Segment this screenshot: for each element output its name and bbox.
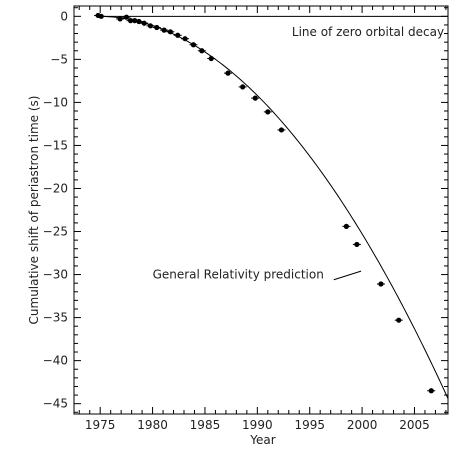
data-point [175, 32, 181, 38]
y-axis-ticks: 0 −5 −10 −15 −20 −25 −30 −35 −40 −45 [43, 7, 448, 413]
y-tick-label: −5 [50, 52, 68, 66]
data-point [265, 109, 271, 115]
y-axis-title: Cumulative shift of periastron time (s) [27, 96, 41, 325]
gr-prediction-curve-layer [98, 15, 449, 399]
data-point [190, 42, 197, 48]
y-tick-label: −30 [43, 268, 68, 282]
data-point [98, 13, 104, 19]
y-tick-label: −45 [43, 397, 68, 411]
y-tick-label: −25 [43, 225, 68, 239]
y-tick-label: −40 [43, 354, 68, 368]
x-tick-label: 1985 [190, 418, 221, 432]
annotation-zero-decay: Line of zero orbital decay [292, 25, 444, 39]
data-point [252, 95, 258, 101]
data-point [428, 388, 434, 394]
annotation-gr-prediction: General Relativity prediction [153, 268, 324, 282]
x-axis-ticks: 1975 1980 1985 1990 1995 2000 2005 [78, 6, 447, 432]
data-point [141, 20, 147, 26]
gr-prediction-curve [98, 15, 449, 399]
data-point [343, 223, 349, 229]
data-point [378, 281, 384, 287]
y-tick-label: −35 [43, 311, 68, 325]
data-point [396, 317, 402, 323]
x-tick-label: 1995 [294, 418, 325, 432]
data-point [240, 84, 246, 90]
annotation-pointer [333, 270, 362, 281]
data-point [199, 48, 205, 54]
data-point [167, 29, 173, 35]
y-tick-label: 0 [60, 9, 68, 23]
data-point [147, 23, 154, 29]
data-point [182, 36, 188, 42]
x-tick-label: 1975 [85, 418, 116, 432]
y-tick-label: −20 [43, 181, 68, 195]
annotation-layer: Line of zero orbital decay General Relat… [153, 25, 445, 282]
data-point [123, 14, 129, 20]
x-tick-label: 1980 [137, 418, 168, 432]
x-tick-label: 2005 [399, 418, 430, 432]
x-tick-label: 2000 [347, 418, 378, 432]
data-point [225, 70, 231, 76]
data-point [117, 16, 123, 22]
y-tick-label: −15 [43, 138, 68, 152]
data-point [208, 55, 214, 62]
data-point [127, 18, 134, 24]
data-point [161, 27, 167, 33]
plot-frame [73, 5, 449, 415]
y-tick-label: −10 [43, 95, 68, 109]
data-points-layer [94, 12, 436, 394]
x-axis-title: Year [249, 433, 275, 447]
x-tick-label: 1990 [242, 418, 273, 432]
data-point [154, 24, 160, 31]
data-point [354, 241, 360, 248]
data-point [278, 127, 285, 133]
